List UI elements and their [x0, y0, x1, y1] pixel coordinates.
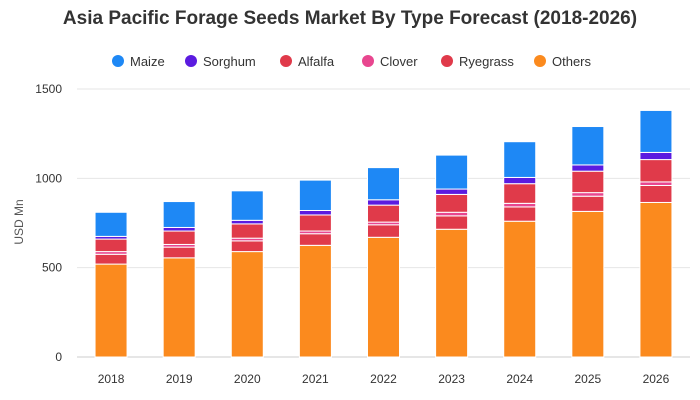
bar-alfalfa-2023 [435, 193, 469, 213]
bar-maize-2024 [503, 141, 537, 178]
bar-clover-2026 [639, 181, 673, 186]
bar-others-2025 [571, 210, 605, 358]
legend-marker-maize [112, 55, 124, 67]
legend-marker-sorghum [185, 55, 197, 67]
bar-alfalfa-2024 [503, 183, 537, 204]
bar-sorghum-2023 [435, 188, 469, 195]
legend-marker-ryegrass [441, 55, 453, 67]
bar-alfalfa-2026 [639, 159, 673, 183]
legend-label-others: Others [552, 54, 592, 69]
bar-ryegrass-2019 [162, 246, 196, 259]
bar-maize-2020 [230, 190, 264, 221]
bar-sorghum-2021 [298, 209, 332, 216]
bar-sorghum-2024 [503, 176, 537, 185]
x-tick-label: 2022 [370, 372, 397, 386]
bar-maize-2021 [298, 179, 332, 211]
bar-sorghum-2025 [571, 164, 605, 172]
bar-ryegrass-2025 [571, 195, 605, 212]
bar-maize-2022 [367, 167, 400, 201]
bar-sorghum-2019 [162, 226, 196, 232]
bar-maize-2018 [94, 211, 128, 237]
y-axis-ticks: 0 500 1000 1500 [35, 82, 62, 364]
bar-clover-2024 [503, 202, 537, 208]
bar-maize-2019 [162, 201, 196, 228]
y-tick-label: 1000 [35, 171, 62, 185]
x-tick-label: 2018 [98, 372, 125, 386]
chart-title: Asia Pacific Forage Seeds Market By Type… [62, 8, 638, 29]
bar-others-2026 [639, 201, 673, 358]
bar-alfalfa-2020 [230, 223, 264, 239]
bar-sorghum-2026 [639, 151, 673, 161]
y-tick-label: 500 [42, 261, 62, 275]
legend-marker-others [534, 55, 546, 67]
bar-alfalfa-2021 [298, 214, 332, 232]
legend-label-maize: Maize [130, 54, 165, 69]
bar-ryegrass-2022 [367, 224, 400, 238]
legend-label-ryegrass: Ryegrass [459, 54, 514, 69]
bar-clover-2023 [435, 211, 469, 217]
legend-label-sorghum: Sorghum [203, 54, 256, 69]
bar-alfalfa-2018 [94, 238, 128, 253]
bar-others-2024 [503, 220, 537, 358]
x-tick-label: 2020 [234, 372, 261, 386]
bar-sorghum-2020 [230, 219, 264, 225]
bar-ryegrass-2020 [230, 240, 264, 253]
y-axis-label: USD Mn [12, 199, 26, 244]
y-tick-label: 0 [55, 350, 62, 364]
bar-others-2023 [435, 228, 469, 358]
bar-ryegrass-2026 [639, 184, 673, 203]
bars [94, 109, 673, 358]
x-tick-label: 2025 [574, 372, 601, 386]
bar-maize-2025 [571, 126, 605, 166]
bar-ryegrass-2023 [435, 215, 469, 230]
bar-others-2022 [367, 236, 400, 358]
x-axis-ticks: 2018 2019 2020 2021 2022 2023 2024 2025 2026 [98, 372, 670, 386]
bar-maize-2023 [435, 154, 469, 190]
bar-alfalfa-2019 [162, 230, 196, 245]
bar-alfalfa-2025 [571, 170, 605, 194]
bar-clover-2025 [571, 192, 605, 197]
bar-ryegrass-2021 [298, 233, 332, 246]
legend-label-clover: Clover [380, 54, 418, 69]
bar-ryegrass-2024 [503, 206, 537, 222]
bar-alfalfa-2022 [367, 204, 400, 223]
x-tick-label: 2019 [166, 372, 193, 386]
bar-others-2020 [230, 251, 264, 358]
x-tick-label: 2024 [506, 372, 533, 386]
legend: Maize Sorghum Alfalfa Clover Ryegrass Others [112, 54, 592, 69]
bar-others-2019 [162, 257, 196, 358]
legend-marker-clover [362, 55, 374, 67]
bar-others-2021 [298, 244, 332, 358]
bar-others-2018 [94, 263, 128, 358]
bar-sorghum-2022 [367, 199, 400, 206]
bar-ryegrass-2018 [94, 253, 128, 265]
legend-label-alfalfa: Alfalfa [298, 54, 335, 69]
x-tick-label: 2026 [643, 372, 670, 386]
x-tick-label: 2023 [438, 372, 465, 386]
y-tick-label: 1500 [35, 82, 62, 96]
legend-marker-alfalfa [280, 55, 292, 67]
x-tick-label: 2021 [302, 372, 329, 386]
bar-maize-2026 [639, 109, 673, 153]
